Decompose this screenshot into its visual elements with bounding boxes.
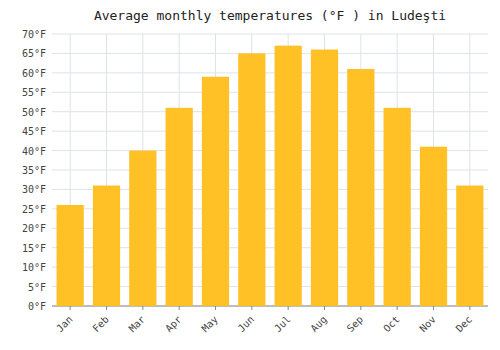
bar bbox=[93, 186, 120, 306]
x-tick-label: Oct bbox=[381, 314, 402, 335]
bar bbox=[311, 50, 338, 306]
x-tick-label: Aug bbox=[308, 314, 329, 335]
y-tick-label: 35°F bbox=[22, 165, 46, 176]
y-tick-label: 30°F bbox=[22, 184, 46, 195]
bar bbox=[275, 46, 302, 306]
y-tick-label: 0°F bbox=[28, 301, 46, 312]
x-tick-label: Nov bbox=[417, 314, 438, 335]
bar bbox=[202, 77, 229, 306]
y-tick-label: 70°F bbox=[22, 29, 46, 40]
y-grid-line bbox=[52, 92, 488, 93]
x-tick-label: Jun bbox=[236, 314, 257, 335]
y-tick-label: 50°F bbox=[22, 107, 46, 118]
bars bbox=[57, 46, 484, 306]
y-tick-label: 15°F bbox=[22, 243, 46, 254]
x-tick-label: Apr bbox=[163, 314, 184, 335]
x-tick bbox=[360, 306, 361, 310]
x-tick bbox=[179, 306, 180, 310]
y-tick-label: 65°F bbox=[22, 48, 46, 59]
x-tick-label: Feb bbox=[90, 314, 111, 335]
y-grid-line bbox=[52, 34, 488, 35]
x-tick-label: Jul bbox=[272, 314, 293, 335]
x-tick bbox=[251, 306, 252, 310]
y-tick-label: 10°F bbox=[22, 262, 46, 273]
y-grid-line bbox=[52, 111, 488, 112]
chart-container: Average monthly temperatures (°F ) in Lu… bbox=[0, 0, 500, 350]
bar bbox=[384, 108, 411, 306]
x-tick-label: May bbox=[199, 314, 220, 335]
y-tick-label: 20°F bbox=[22, 223, 46, 234]
y-tick-label: 40°F bbox=[22, 146, 46, 157]
y-tick-label: 25°F bbox=[22, 204, 46, 215]
bar bbox=[420, 147, 447, 306]
y-tick-label: 55°F bbox=[22, 87, 46, 98]
y-grid-line bbox=[52, 53, 488, 54]
bar bbox=[456, 186, 483, 306]
bar bbox=[347, 69, 374, 306]
y-tick-label: 5°F bbox=[28, 282, 46, 293]
x-tick bbox=[288, 306, 289, 310]
y-grid-line bbox=[52, 131, 488, 132]
y-tick-label: 45°F bbox=[22, 126, 46, 137]
x-tick-label: Mar bbox=[127, 314, 148, 335]
x-tick-label: Sep bbox=[345, 314, 366, 335]
chart-title: Average monthly temperatures (°F ) in Lu… bbox=[94, 8, 446, 23]
x-tick bbox=[142, 306, 143, 310]
x-tick-label: Jan bbox=[54, 314, 75, 335]
y-grid-line bbox=[52, 72, 488, 73]
bar bbox=[238, 53, 265, 306]
bar bbox=[57, 205, 84, 306]
x-tick bbox=[106, 306, 107, 310]
bar bbox=[166, 108, 193, 306]
x-tick bbox=[433, 306, 434, 310]
axes: 0°F 5°F 10°F 15°F 20°F 25°F 30°F 35°F 40°F 45°F 50… bbox=[22, 29, 488, 334]
x-tick-label: Dec bbox=[454, 314, 475, 335]
x-tick bbox=[324, 306, 325, 310]
grid bbox=[52, 34, 488, 306]
y-tick-label: 60°F bbox=[22, 68, 46, 79]
x-tick bbox=[397, 306, 398, 310]
bar bbox=[129, 151, 156, 306]
chart: Average monthly temperatures (°F ) in Lu… bbox=[0, 0, 500, 350]
x-tick bbox=[469, 306, 470, 310]
x-tick bbox=[215, 306, 216, 310]
x-tick bbox=[70, 306, 71, 310]
